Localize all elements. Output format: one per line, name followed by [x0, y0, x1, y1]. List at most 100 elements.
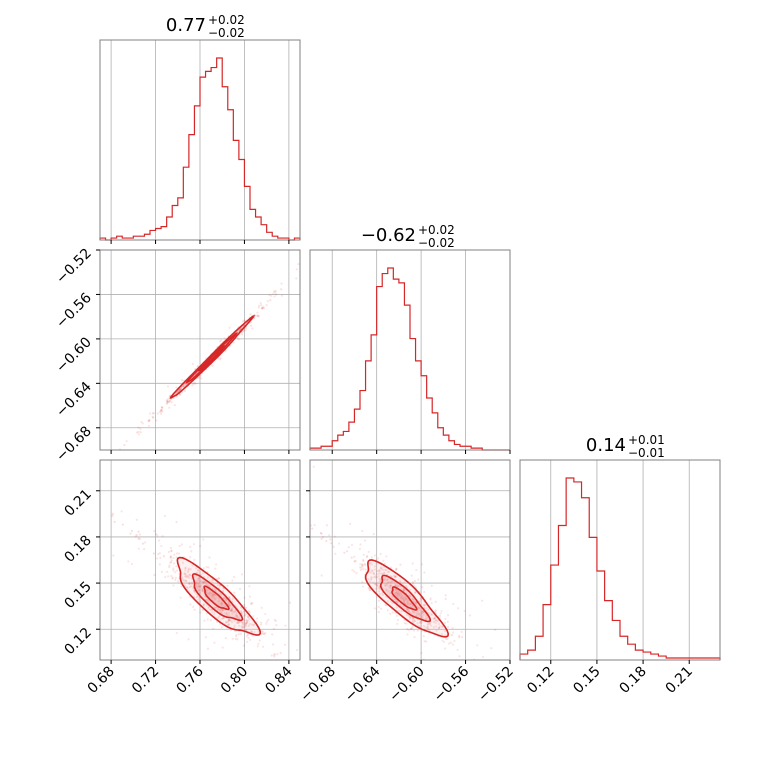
scatter-point — [227, 618, 231, 621]
scatter-point — [241, 622, 245, 625]
scatter-point — [383, 572, 386, 575]
panel-title: 0.14 +0.01−0.01 — [586, 433, 665, 460]
scatter-point — [167, 575, 170, 578]
scatter-point — [261, 645, 265, 648]
scatter-point — [241, 330, 244, 333]
scatter-point — [420, 563, 424, 566]
scatter-point — [422, 610, 425, 613]
scatter-point — [396, 592, 399, 595]
scatter-point — [406, 600, 409, 603]
scatter-point — [432, 626, 436, 629]
scatter-point — [288, 601, 292, 604]
scatter-point — [444, 617, 447, 621]
scatter-point — [452, 602, 455, 605]
scatter-point — [147, 424, 151, 427]
scatter-point — [227, 612, 231, 615]
scatter-panel-0: −0.68−0.64−0.60−0.56−0.52 — [53, 246, 301, 465]
scatter-point — [195, 595, 199, 599]
scatter-point — [249, 630, 252, 633]
scatter-point — [296, 648, 299, 652]
scatter-point — [409, 605, 413, 608]
scatter-point — [220, 602, 224, 605]
scatter-point — [418, 614, 421, 617]
scatter-point — [411, 616, 414, 620]
scatter-point — [386, 609, 389, 612]
scatter-point — [389, 600, 393, 603]
scatter-point — [242, 329, 245, 332]
x-tick-label: 0.68 — [85, 664, 118, 697]
scatter-point — [178, 388, 181, 391]
scatter-point — [422, 604, 425, 607]
scatter-point — [411, 582, 415, 585]
scatter-point — [412, 617, 415, 620]
scatter-point — [166, 400, 169, 403]
scatter-point — [227, 619, 231, 622]
scatter-point — [218, 609, 221, 612]
scatter-point — [413, 636, 416, 639]
scatter-point — [420, 613, 423, 616]
scatter-point — [305, 676, 307, 678]
scatter-point — [213, 612, 216, 616]
scatter-point — [402, 587, 405, 591]
scatter-point — [402, 595, 405, 598]
scatter-point — [358, 547, 362, 551]
scatter-point — [417, 609, 420, 612]
scatter-point — [434, 600, 437, 603]
scatter-point — [218, 584, 221, 587]
scatter-point — [231, 637, 234, 640]
scatter-point — [329, 538, 332, 541]
scatter-point — [205, 598, 208, 601]
y-tick-label: −0.56 — [53, 290, 95, 332]
scatter-point — [367, 550, 370, 554]
scatter-point — [353, 560, 356, 563]
scatter-point — [173, 553, 176, 556]
scatter-point — [201, 589, 205, 592]
scatter-point — [225, 612, 228, 616]
histogram-step — [519, 477, 721, 660]
contour-level — [197, 344, 226, 372]
scatter-point — [202, 581, 205, 584]
scatter-point — [374, 582, 377, 586]
scatter-point — [246, 619, 249, 622]
scatter-point — [430, 624, 433, 627]
x-tick-label: −0.52 — [475, 664, 517, 706]
scatter-point — [251, 601, 254, 604]
scatter-point — [411, 597, 414, 600]
scatter-point — [382, 568, 385, 571]
scatter-point — [414, 601, 417, 604]
scatter-point — [394, 592, 397, 595]
scatter-point — [402, 589, 406, 592]
scatter-point — [421, 586, 424, 589]
scatter-point — [193, 558, 196, 562]
scatter-point — [419, 607, 422, 610]
scatter-point — [391, 595, 394, 599]
scatter-point — [321, 535, 325, 539]
scatter-point — [419, 598, 422, 601]
scatter-point — [219, 357, 223, 360]
scatter-point — [397, 592, 401, 596]
scatter-point — [407, 615, 410, 618]
scatter-point — [250, 631, 253, 634]
scatter-point — [247, 615, 250, 619]
scatter-point — [413, 600, 416, 603]
scatter-point — [444, 594, 447, 597]
scatter-point — [424, 626, 427, 629]
x-tick-label: 0.84 — [262, 663, 295, 696]
scatter-point — [265, 620, 269, 623]
scatter-point — [155, 419, 158, 422]
scatter-point — [409, 611, 412, 615]
scatter-point — [405, 597, 408, 600]
scatter-point — [405, 609, 408, 612]
scatter-point — [367, 578, 370, 581]
scatter-point — [158, 539, 161, 542]
scatter-point — [243, 604, 246, 607]
scatter-point — [409, 594, 412, 597]
scatter-point — [444, 637, 447, 641]
scatter-point — [273, 618, 276, 621]
scatter-point — [304, 558, 306, 560]
scatter-point — [213, 593, 216, 597]
scatter-point — [414, 602, 417, 606]
scatter-point — [411, 580, 415, 584]
title-minus: −0.02 — [418, 236, 455, 250]
scatter-point — [207, 605, 210, 608]
